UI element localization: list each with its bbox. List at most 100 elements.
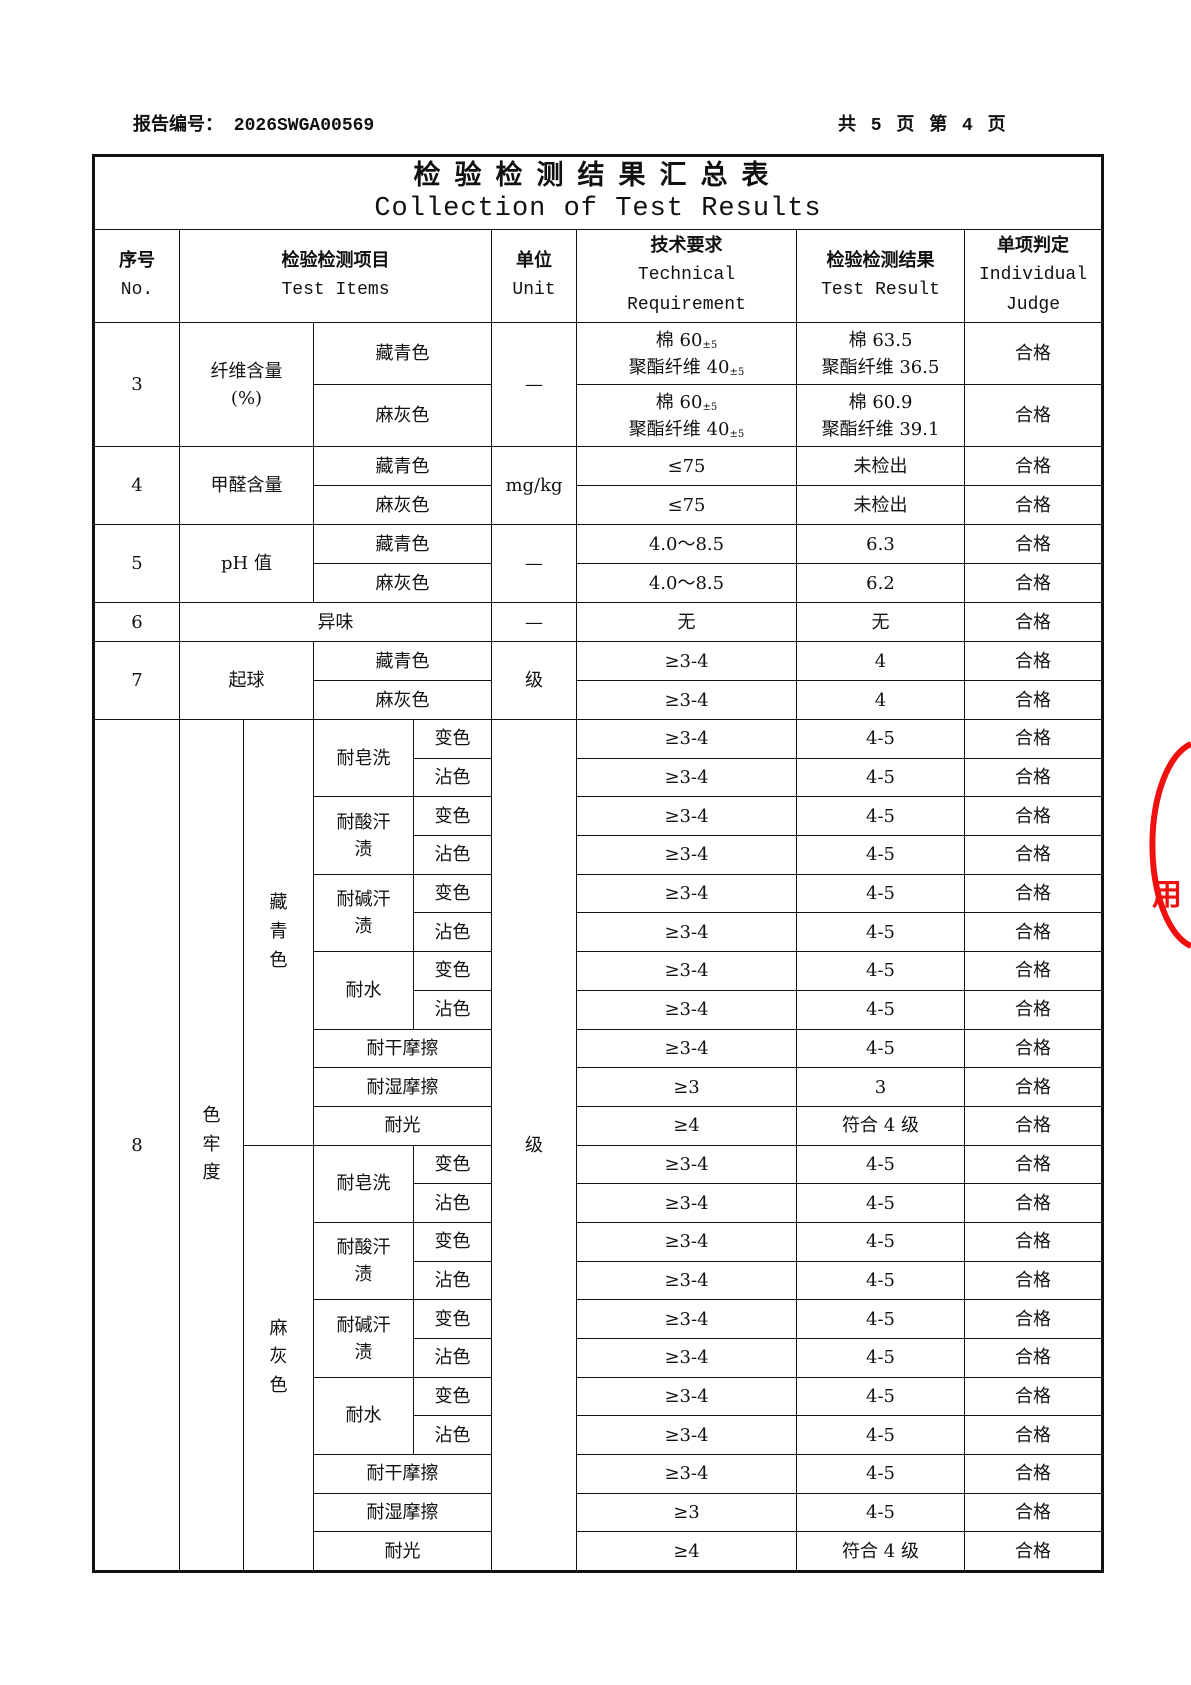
- row-result: 4: [796, 641, 965, 681]
- test-subtype: 沾色: [413, 1183, 492, 1223]
- row-judge: 合格: [964, 989, 1103, 1030]
- row-judge: 合格: [964, 1454, 1103, 1494]
- test-subtype: 变色: [413, 719, 492, 759]
- test-subtype: 沾色: [413, 989, 492, 1030]
- row-result: 4-5: [796, 1183, 965, 1223]
- row-item: 起球: [179, 641, 314, 720]
- req-line: 棉 60: [655, 391, 703, 413]
- header-unit: 单位 Unit: [491, 229, 577, 323]
- row-requirement: ≥3-4: [576, 796, 797, 837]
- row-color: 藏青色: [313, 322, 492, 385]
- row-judge: 合格: [964, 796, 1103, 837]
- row-judge: 合格: [964, 1105, 1103, 1146]
- test-name: 耐酸汗渍: [313, 796, 414, 875]
- result-line: 棉 63.5: [848, 329, 913, 351]
- row-requirement: ≤75: [576, 446, 797, 486]
- row-requirement: 棉 60±5 聚酯纤维 40±5: [576, 384, 797, 447]
- row-judge: 合格: [964, 1299, 1103, 1339]
- row-judge: 合格: [964, 757, 1103, 798]
- test-name: 耐酸汗渍: [313, 1221, 414, 1301]
- header-judge-en2: Judge: [1005, 294, 1060, 315]
- row-requirement: ≥3-4: [576, 1221, 797, 1262]
- row-result: 4-5: [796, 719, 965, 759]
- page-info: 共 5 页 第 4 页: [838, 116, 1006, 136]
- req-line: 聚酯纤维 40: [628, 418, 730, 440]
- table-row: 5 pH 值 藏青色 — 4.0～8.5 6.3 合格: [93, 524, 1103, 603]
- row-color: 麻灰色: [313, 563, 492, 603]
- row-requirement: 无: [576, 602, 797, 642]
- test-subtype: 变色: [413, 796, 492, 837]
- table-row: 沾色 ≥3-4 4-5 合格: [94, 1260, 1103, 1301]
- row-judge: 合格: [964, 873, 1103, 914]
- row-requirement: ≥3-4: [576, 912, 797, 953]
- row-result: 4-5: [796, 835, 965, 875]
- table-row: 4 甲醛含量 藏青色 mg/kg ≤75 未检出 合格: [93, 446, 1103, 525]
- test-subtype: 变色: [413, 1221, 492, 1262]
- item-name: 纤维含量: [210, 360, 283, 382]
- row-result: 符合 4 级: [796, 1105, 965, 1146]
- header-no: 序号 No.: [93, 229, 180, 323]
- row-requirement: 4.0～8.5: [576, 524, 797, 564]
- row-result: 4-5: [796, 1338, 965, 1378]
- row-requirement: ≥3-4: [576, 1415, 797, 1456]
- row-unit: —: [491, 602, 577, 642]
- header-no-en: No.: [120, 280, 154, 300]
- row-judge: 合格: [964, 719, 1103, 759]
- row-judge: 合格: [964, 1028, 1103, 1069]
- row-color: 藏青色: [313, 446, 492, 486]
- row-color: 藏青色: [313, 524, 492, 564]
- row-result: 4-5: [796, 1028, 965, 1069]
- row-no: 6: [93, 602, 180, 642]
- test-name: 耐光: [313, 1531, 492, 1573]
- row-judge: 合格: [964, 1531, 1103, 1573]
- test-subtype: 沾色: [413, 1338, 492, 1378]
- req-line: 棉 60: [655, 329, 703, 351]
- row-judge: 合格: [964, 1067, 1103, 1107]
- table-row: 耐光 ≥4 符合 4 级合格: [94, 1531, 1103, 1573]
- header-requirement: 技术要求 Technical Requirement: [576, 229, 797, 323]
- tolerance: ±5: [729, 366, 745, 378]
- title-cn: 检验检测结果汇总表: [413, 160, 783, 192]
- row-result: 4-5: [796, 912, 965, 953]
- table-row: 耐水 变色 ≥3-4 4-5 合格: [94, 951, 1103, 1030]
- row-judge: 合格: [964, 1492, 1103, 1533]
- report-number: 报告编号： 2026SWGA00569: [133, 116, 375, 136]
- table-row: 麻灰色 4.0～8.5 6.2 合格: [94, 563, 1103, 603]
- test-name: 耐水: [313, 1376, 414, 1456]
- test-subtype: 沾色: [413, 1260, 492, 1301]
- row-item: pH 值: [179, 524, 314, 603]
- table-row: 3 纤维含量 (%) 藏青色 — 棉 60±5 聚酯纤维 40±5 棉 63.5 聚酯…: [93, 322, 1103, 447]
- row-requirement: 棉 60±5 聚酯纤维 40±5: [576, 322, 797, 385]
- header-unit-cn: 单位: [516, 250, 552, 272]
- row-unit: —: [491, 524, 577, 603]
- table-row: 麻灰色 ≥3-4 4 合格: [94, 680, 1103, 720]
- row-result: 4-5: [796, 1299, 965, 1339]
- test-subtype: 沾色: [413, 757, 492, 798]
- row-no: 5: [93, 524, 180, 603]
- stamp-arc: [1149, 741, 1191, 949]
- row-judge: 合格: [964, 1144, 1103, 1185]
- row-judge: 合格: [964, 602, 1103, 642]
- row-item: 色牢度: [179, 718, 244, 1573]
- row-requirement: ≥3-4: [576, 719, 797, 759]
- table-row: 耐干摩擦 ≥3-4 4-5 合格: [94, 1028, 1103, 1069]
- header-req-en2: Requirement: [627, 294, 746, 315]
- row-judge: 合格: [964, 384, 1103, 447]
- row-result: 6.2: [796, 563, 965, 603]
- header-item: 检验检测项目 Test Items: [179, 229, 492, 323]
- row-unit: 级: [491, 641, 577, 720]
- row-requirement: ≥3-4: [576, 1260, 797, 1301]
- header-judge-cn: 单项判定: [997, 235, 1069, 257]
- row-color: 藏青色: [313, 641, 492, 681]
- row-result: 4-5: [796, 1260, 965, 1301]
- row-judge: 合格: [964, 912, 1103, 953]
- row-no: 4: [93, 446, 180, 525]
- row-color: 麻灰色: [313, 384, 492, 447]
- test-subtype: 变色: [413, 1299, 492, 1339]
- header-req-cn: 技术要求: [650, 235, 723, 257]
- row-judge: 合格: [964, 1376, 1103, 1417]
- test-name: 耐皂洗: [313, 1144, 414, 1223]
- row-result: 符合 4 级: [796, 1531, 965, 1573]
- tolerance: ±5: [729, 428, 745, 440]
- row-item: 异味: [179, 602, 492, 642]
